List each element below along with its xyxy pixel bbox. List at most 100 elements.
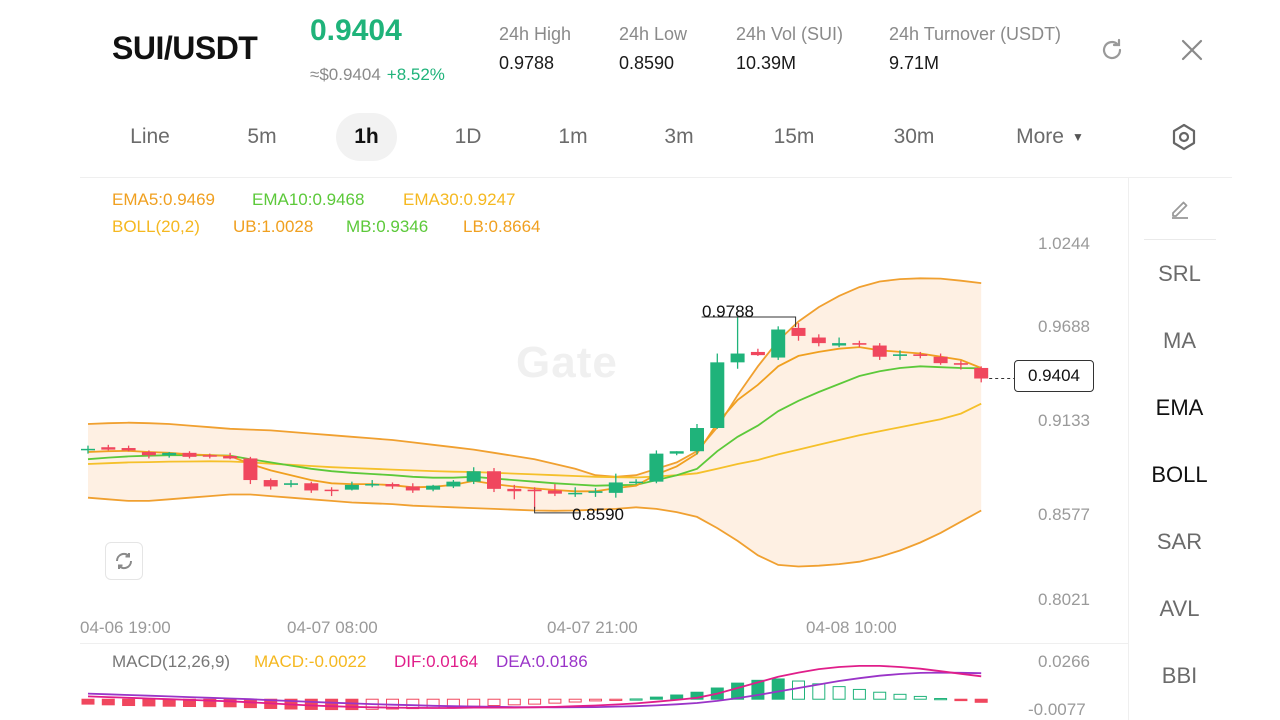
candle-body [649, 453, 664, 482]
sidebar-item-ema[interactable]: EMA [1155, 395, 1204, 420]
tab-line[interactable]: Line [130, 125, 170, 148]
candle-body [385, 484, 400, 487]
settings-hexagon-icon[interactable] [1168, 121, 1200, 153]
candle-body [750, 351, 765, 356]
close-icon[interactable] [1176, 34, 1208, 66]
candle-body [832, 343, 847, 346]
high-annotation: 0.9788 [702, 302, 754, 321]
reset-view-icon[interactable] [105, 542, 143, 580]
candle-body [304, 483, 319, 491]
candle-body [344, 484, 359, 490]
candle-body [568, 492, 583, 495]
legend-ub: UB:1.0028 [233, 217, 314, 236]
candle-body [243, 458, 258, 481]
candle-body [547, 490, 562, 494]
candle-body [182, 452, 197, 457]
candle-body [730, 353, 745, 363]
caret-down-icon: ▼ [1071, 130, 1084, 144]
candle-body [811, 337, 826, 344]
macd-histogram-bar [589, 698, 602, 702]
candle-body [202, 455, 217, 457]
tab-15m[interactable]: 15m [773, 125, 815, 148]
candle-body [913, 354, 928, 356]
sidebar-item-srl[interactable]: SRL [1158, 261, 1201, 286]
tab-30m[interactable]: 30m [893, 125, 935, 148]
stat-label: 24h Turnover (USDT) [889, 24, 1062, 44]
sidebar-item-bbi[interactable]: BBI [1161, 663, 1198, 688]
candle-body [771, 329, 786, 358]
macd-histogram-bar [81, 698, 95, 705]
sidebar-item-sar[interactable]: SAR [1156, 529, 1203, 554]
candle-body [324, 489, 339, 492]
macd-histogram-bar [812, 683, 826, 700]
candlestick-chart[interactable] [80, 178, 1128, 643]
stat-label: 24h High [499, 24, 572, 44]
ema30-line [87, 402, 982, 479]
stat-24h-low: 24h Low 0.8590 [619, 24, 687, 74]
macd-histogram-bar [934, 698, 948, 701]
legend-macd: MACD:-0.0022 [254, 652, 367, 671]
candle-body [141, 452, 156, 456]
y-axis-label: 0.9688 [1038, 317, 1090, 336]
gate-watermark: Gate [516, 338, 618, 387]
candle-body [426, 485, 441, 490]
stat-value: 9.71M [889, 53, 940, 73]
pencil-icon[interactable] [1129, 178, 1230, 238]
macd-histogram-bar [122, 698, 136, 707]
boll-band-fill [88, 278, 982, 567]
tab-3m[interactable]: 3m [664, 125, 694, 148]
macd-histogram-bar [832, 686, 846, 700]
more-label: More [1016, 125, 1064, 148]
macd-histogram-bar [792, 680, 805, 700]
tab-1d[interactable]: 1D [454, 125, 482, 148]
chart-top-divider [80, 177, 1232, 178]
x-axis-label: 04-06 19:00 [80, 618, 171, 637]
tab-1h[interactable]: 1h [336, 113, 397, 161]
tab-1m[interactable]: 1m [558, 125, 588, 148]
legend-mb: MB:0.9346 [346, 217, 429, 236]
sidebar-item-ma[interactable]: MA [1163, 328, 1196, 353]
price-sub: ≈$0.9404 +8.52% [310, 65, 445, 85]
macd-histogram-bar [629, 698, 643, 701]
tab-5m[interactable]: 5m [247, 125, 277, 148]
sidebar-item-boll[interactable]: BOLL [1151, 462, 1208, 487]
last-price: 0.9404 [310, 14, 402, 47]
stat-label: 24h Low [619, 24, 688, 44]
legend-dea: DEA:0.0186 [496, 652, 588, 671]
change-percent: +8.52% [386, 65, 445, 84]
macd-histogram-bar [954, 698, 968, 702]
macd-histogram-bar [609, 698, 623, 701]
sidebar-item-avl[interactable]: AVL [1159, 596, 1200, 621]
stat-24h-high: 24h High 0.9788 [499, 24, 571, 74]
stat-value: 0.8590 [619, 53, 675, 73]
candle-body [527, 489, 542, 492]
macd-histogram-bar [649, 696, 663, 700]
macd-divider [80, 643, 1128, 644]
candle-body [487, 471, 501, 489]
legend-lb: LB:0.8664 [463, 217, 541, 236]
macd-histogram-bar [467, 698, 481, 707]
refresh-icon[interactable] [1096, 34, 1128, 66]
candle-body [588, 491, 603, 493]
legend-ema5: EMA5:0.9469 [112, 190, 216, 209]
candle-body [852, 343, 867, 345]
candle-body [791, 327, 806, 336]
candle-body [710, 362, 725, 429]
macd-histogram-bar [203, 698, 217, 708]
legend-dif: DIF:0.0164 [394, 652, 479, 671]
candle-body [872, 345, 887, 357]
macd-histogram-bar [101, 698, 115, 706]
legend-macd-params: MACD(12,26,9) [112, 652, 231, 671]
candle-body [162, 452, 177, 456]
x-axis-label: 04-07 21:00 [547, 618, 638, 637]
macd-axis-label: -0.0077 [1028, 700, 1086, 719]
usd-price: ≈$0.9404 [310, 65, 381, 84]
macd-histogram-bar [142, 698, 156, 707]
candle-body [933, 356, 948, 364]
macd-histogram-bar [507, 698, 521, 706]
y-axis-label: 1.0244 [1038, 234, 1090, 253]
more-dropdown[interactable]: More ▼ [1004, 113, 1096, 161]
low-annotation: 0.8590 [572, 505, 624, 524]
macd-histogram-bar [913, 695, 927, 700]
macd-histogram-bar [974, 698, 988, 703]
